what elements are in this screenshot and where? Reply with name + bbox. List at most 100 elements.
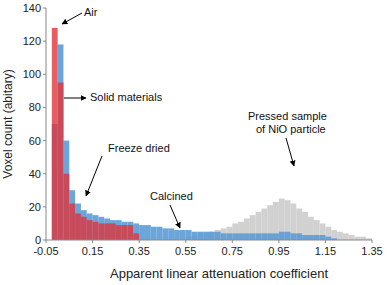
histogram-bar	[133, 223, 139, 240]
histogram-bar	[291, 233, 297, 240]
annotation: Calcined	[150, 190, 193, 202]
histogram-bar	[87, 213, 93, 240]
histogram-bar	[232, 223, 238, 240]
histogram-bar	[221, 233, 227, 240]
histogram-bar	[279, 232, 285, 240]
annotation-arrow	[64, 98, 86, 99]
histogram-bar	[58, 83, 64, 240]
histogram-bar	[139, 225, 145, 240]
histogram-bar	[69, 190, 75, 240]
histogram-bar	[209, 232, 215, 240]
histogram-bar	[256, 212, 262, 240]
annotation: Pressed sampleof NiO particle	[248, 110, 327, 135]
histogram-bar	[308, 235, 314, 240]
histogram-bar	[98, 217, 104, 240]
histogram-bar	[314, 220, 320, 240]
histogram-bar	[69, 204, 75, 240]
y-tick-label: 20	[29, 201, 41, 213]
x-axis	[46, 240, 372, 241]
histogram-bar	[180, 230, 186, 240]
histogram-bar	[320, 235, 326, 240]
histogram-bar	[238, 233, 244, 240]
annotation: Air	[84, 6, 98, 18]
histogram-bar	[81, 217, 87, 240]
y-tick-label: 80	[29, 101, 41, 113]
histogram-bar	[104, 218, 110, 240]
chart: 020406080100120140-0.050.150.350.550.750…	[0, 0, 388, 285]
x-tick-label: 0.15	[82, 245, 103, 257]
histogram-bar	[116, 220, 122, 240]
histogram-bar	[192, 232, 198, 240]
histogram-bar	[226, 233, 232, 240]
annotation-arrow	[170, 205, 180, 228]
histogram-bar	[291, 204, 297, 240]
histogram-bar	[81, 210, 87, 240]
histogram-bar	[232, 233, 238, 240]
x-tick-label: 0.75	[222, 245, 243, 257]
histogram-bar	[215, 230, 221, 240]
histogram-bar	[151, 227, 157, 240]
histogram-bar	[273, 202, 279, 240]
histogram-bar	[162, 228, 168, 240]
histogram-bar	[325, 227, 331, 240]
histogram-bar	[58, 44, 64, 240]
histogram-bar	[186, 230, 192, 240]
x-tick-label: -0.05	[33, 245, 58, 257]
histogram-bar	[261, 209, 267, 240]
histogram-bar	[128, 222, 134, 240]
annotation-arrow	[62, 13, 82, 24]
histogram-bar	[75, 204, 81, 240]
histogram-bar	[256, 233, 262, 240]
x-tick-label: 0.35	[128, 245, 149, 257]
y-axis	[46, 8, 47, 240]
histogram-bar	[250, 233, 256, 240]
bars	[52, 28, 372, 240]
histogram-bar	[267, 233, 273, 240]
histogram-bar	[98, 223, 104, 240]
histogram-bar	[320, 223, 326, 240]
histogram-bar	[337, 232, 343, 240]
histogram-bar	[174, 230, 180, 240]
histogram-bar	[128, 225, 134, 240]
histogram-bar	[63, 174, 69, 240]
histogram-bar	[238, 222, 244, 240]
histogram-bar	[104, 223, 110, 240]
y-axis-label: Voxel count (abitary)	[1, 69, 15, 178]
histogram-bar	[203, 232, 209, 240]
histogram-bar	[302, 235, 308, 240]
histogram-bar	[314, 235, 320, 240]
histogram-bar	[261, 233, 267, 240]
histogram-bar	[296, 233, 302, 240]
histogram-bar	[93, 215, 99, 240]
histogram-bar	[308, 217, 314, 240]
x-axis-label: Apparent linear attenuation coefficient	[110, 266, 328, 281]
histogram-bar	[273, 233, 279, 240]
histogram-bar	[93, 222, 99, 240]
histogram-bar	[197, 232, 203, 240]
histogram-bar	[331, 230, 337, 240]
y-tick-label: 100	[23, 68, 41, 80]
annotation-arrow	[286, 138, 294, 166]
histogram-bar	[279, 199, 285, 240]
histogram-bar	[122, 225, 128, 240]
x-tick-label: 0.95	[268, 245, 289, 257]
histogram-bar	[87, 220, 93, 240]
y-tick-label: 60	[29, 135, 41, 147]
histogram-bar	[349, 235, 355, 240]
histogram-bar	[221, 228, 227, 240]
histogram-bar	[296, 209, 302, 240]
x-tick-label: 1.35	[361, 245, 382, 257]
histogram-bar	[168, 228, 174, 240]
annotation: Freeze dried	[108, 142, 170, 154]
histogram-bar	[75, 213, 81, 240]
histogram-bar	[116, 225, 122, 240]
histogram-bar	[63, 141, 69, 240]
histogram-bar	[244, 233, 250, 240]
histogram-bar	[267, 205, 273, 240]
histogram-bar	[285, 232, 291, 240]
histogram-bar	[302, 212, 308, 240]
histogram-bar	[285, 200, 291, 240]
x-tick-label: 1.15	[315, 245, 336, 257]
histogram-bar	[157, 227, 163, 240]
histogram-bar	[226, 227, 232, 240]
